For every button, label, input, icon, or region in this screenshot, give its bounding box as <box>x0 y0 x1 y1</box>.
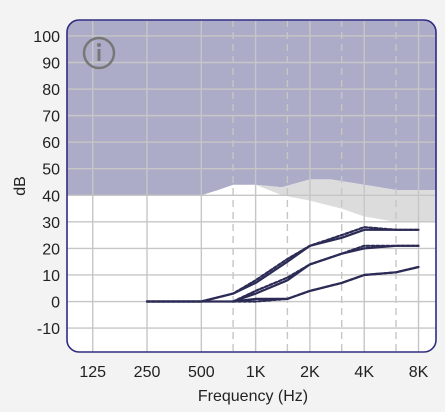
plot-frame <box>66 19 437 353</box>
light-region <box>255 179 436 222</box>
y-tick-label: 30 <box>42 215 60 232</box>
y-tick-label: 40 <box>42 188 60 205</box>
series-line-3 <box>145 244 420 303</box>
y-tick-label: -10 <box>37 321 60 338</box>
x-axis-label: Frequency (Hz) <box>198 388 308 405</box>
series-line-2 <box>145 226 420 303</box>
y-tick-label: 90 <box>42 55 60 72</box>
y-tick-label: 100 <box>33 29 60 46</box>
plot-area <box>67 20 436 352</box>
y-axis-label: dB <box>12 176 29 196</box>
x-tick-label: 500 <box>188 364 215 381</box>
x-tick-label: 125 <box>79 364 106 381</box>
y-tick-label: 60 <box>42 135 60 152</box>
y-tick-label: 10 <box>42 268 60 285</box>
x-tick-label: 2K <box>300 364 320 381</box>
y-tick-label: 0 <box>51 295 60 312</box>
shaded-region <box>67 20 436 196</box>
series-line-6 <box>232 265 420 303</box>
x-axis-ticks: 125 250 500 1K 2K 4K 8K <box>79 364 428 381</box>
x-tick-label: 8K <box>409 364 429 381</box>
x-tick-label: 1K <box>246 364 266 381</box>
y-tick-label: 70 <box>42 109 60 126</box>
x-tick-label: 4K <box>354 364 374 381</box>
y-tick-label: 80 <box>42 82 60 99</box>
info-icon[interactable] <box>82 36 116 70</box>
y-tick-label: 20 <box>42 241 60 258</box>
y-tick-label: 50 <box>42 162 60 179</box>
x-tick-label: 250 <box>134 364 161 381</box>
series-line-4 <box>232 244 420 303</box>
